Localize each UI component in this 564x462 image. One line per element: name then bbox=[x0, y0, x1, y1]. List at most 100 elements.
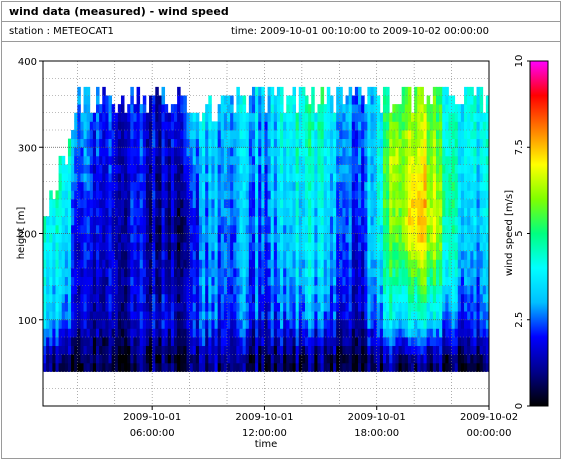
heatmap-cell bbox=[167, 242, 172, 252]
heatmap-cell bbox=[74, 250, 78, 260]
heatmap-cell bbox=[208, 345, 212, 355]
heatmap-cell bbox=[242, 276, 247, 286]
heatmap-cell bbox=[177, 276, 181, 286]
heatmap-cell bbox=[102, 130, 106, 140]
heatmap-cell bbox=[407, 224, 412, 234]
heatmap-cell bbox=[245, 173, 250, 183]
heatmap-cell bbox=[479, 155, 484, 165]
heatmap-cell bbox=[167, 190, 172, 200]
heatmap-cell bbox=[479, 354, 484, 364]
heatmap-cell bbox=[354, 224, 359, 234]
heatmap-cell bbox=[96, 86, 100, 96]
heatmap-cell bbox=[214, 259, 219, 269]
heatmap-cell bbox=[314, 138, 318, 148]
heatmap-cell bbox=[467, 268, 471, 278]
heatmap-cell bbox=[67, 293, 72, 303]
heatmap-cell bbox=[227, 242, 231, 252]
heatmap-cell bbox=[317, 354, 321, 364]
heatmap-cell bbox=[339, 155, 343, 165]
heatmap-cell bbox=[389, 224, 393, 234]
heatmap-cell bbox=[186, 112, 190, 122]
heatmap-cell bbox=[267, 104, 272, 114]
heatmap-cell bbox=[111, 337, 116, 347]
heatmap-cell bbox=[457, 354, 462, 364]
heatmap-cell bbox=[248, 164, 253, 174]
heatmap-cell bbox=[423, 181, 428, 191]
heatmap-cell bbox=[248, 216, 253, 226]
heatmap-cell bbox=[358, 86, 362, 96]
heatmap-cell bbox=[301, 354, 306, 364]
heatmap-cell bbox=[49, 328, 53, 338]
heatmap-cell bbox=[333, 354, 337, 364]
heatmap-cell bbox=[339, 181, 343, 191]
heatmap-cell bbox=[435, 328, 440, 338]
heatmap-cell bbox=[255, 104, 259, 114]
heatmap-cell bbox=[208, 112, 212, 122]
heatmap-cell bbox=[155, 199, 159, 209]
heatmap-cell bbox=[152, 121, 156, 131]
heatmap-cell bbox=[114, 216, 119, 226]
heatmap-cell bbox=[457, 207, 462, 217]
heatmap-cell bbox=[361, 104, 365, 114]
heatmap-cell bbox=[117, 199, 122, 209]
heatmap-cell bbox=[64, 233, 69, 243]
heatmap-cell bbox=[161, 242, 166, 252]
heatmap-cell bbox=[177, 345, 181, 355]
heatmap-cell bbox=[448, 164, 452, 174]
heatmap-cell bbox=[74, 285, 78, 295]
heatmap-cell bbox=[149, 190, 153, 200]
heatmap-cell bbox=[311, 250, 315, 260]
heatmap-cell bbox=[407, 259, 412, 269]
heatmap-cell bbox=[351, 319, 356, 329]
heatmap-cell bbox=[164, 130, 169, 140]
heatmap-cell bbox=[233, 242, 237, 252]
heatmap-cell bbox=[351, 121, 356, 131]
heatmap-cell bbox=[108, 354, 113, 364]
heatmap-cell bbox=[173, 311, 178, 321]
heatmap-cell bbox=[448, 190, 452, 200]
heatmap-cell bbox=[189, 147, 194, 157]
heatmap-cell bbox=[389, 337, 393, 347]
heatmap-cell bbox=[214, 268, 219, 278]
heatmap-cell bbox=[323, 181, 328, 191]
heatmap-cell bbox=[401, 147, 406, 157]
heatmap-cell bbox=[242, 164, 247, 174]
heatmap-cell bbox=[289, 190, 293, 200]
heatmap-cell bbox=[370, 190, 374, 200]
heatmap-cell bbox=[376, 112, 381, 122]
heatmap-cell bbox=[86, 104, 91, 114]
heatmap-cell bbox=[145, 302, 150, 312]
heatmap-cell bbox=[373, 216, 378, 226]
heatmap-cell bbox=[133, 293, 137, 303]
heatmap-cell bbox=[43, 319, 47, 329]
heatmap-cell bbox=[152, 138, 156, 148]
heatmap-cell bbox=[426, 233, 431, 243]
heatmap-cell bbox=[183, 354, 187, 364]
heatmap-cell bbox=[173, 302, 178, 312]
heatmap-cell bbox=[74, 362, 78, 372]
heatmap-cell bbox=[420, 164, 424, 174]
heatmap-cell bbox=[89, 311, 94, 321]
heatmap-cell bbox=[457, 268, 462, 278]
heatmap-cell bbox=[435, 268, 440, 278]
heatmap-cell bbox=[227, 147, 231, 157]
heatmap-cell bbox=[161, 311, 166, 321]
heatmap-cell bbox=[361, 147, 365, 157]
heatmap-cell bbox=[92, 224, 97, 234]
heatmap-cell bbox=[429, 104, 434, 114]
heatmap-cell bbox=[158, 164, 162, 174]
heatmap-cell bbox=[339, 285, 343, 295]
heatmap-cell bbox=[202, 121, 206, 131]
heatmap-cell bbox=[432, 337, 437, 347]
heatmap-cell bbox=[177, 233, 181, 243]
heatmap-cell bbox=[342, 190, 346, 200]
heatmap-cell bbox=[273, 224, 278, 234]
heatmap-cell bbox=[192, 121, 197, 131]
heatmap-cell bbox=[177, 164, 181, 174]
heatmap-cell bbox=[333, 285, 337, 295]
heatmap-cell bbox=[267, 242, 272, 252]
heatmap-cell bbox=[46, 216, 50, 226]
heatmap-cell bbox=[414, 164, 418, 174]
heatmap-cell bbox=[145, 259, 150, 269]
heatmap-cell bbox=[195, 293, 200, 303]
